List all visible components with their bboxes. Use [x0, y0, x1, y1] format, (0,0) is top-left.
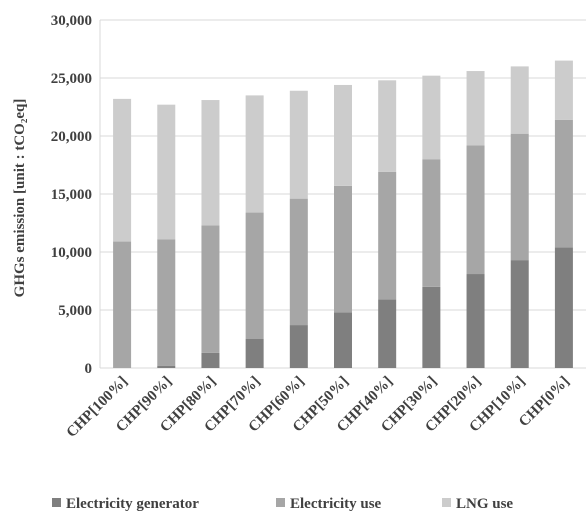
- bar-segment-lng-use: [422, 75, 441, 160]
- bar-segment-electricity-use: [554, 119, 573, 248]
- bar-segment-lng-use: [289, 90, 308, 199]
- bar-segment-lng-use: [201, 100, 220, 226]
- bar-segment-electricity-generator: [245, 339, 264, 368]
- legend-swatch: [52, 498, 61, 507]
- legend-label: LNG use: [456, 496, 513, 512]
- legend-item: Electricity use: [276, 496, 382, 512]
- y-tick-label: 15,000: [51, 187, 92, 203]
- y-axis-label: GHGs emission [unit : tCO₂eq]: [12, 99, 28, 298]
- bar-segment-electricity-generator: [334, 312, 352, 368]
- bar-segment-electricity-generator: [466, 274, 485, 368]
- bar-segment-electricity-use: [510, 133, 529, 261]
- bar-segment-electricity-use: [157, 239, 176, 366]
- bar-segment-lng-use: [334, 84, 352, 186]
- bar-segment-electricity-generator: [201, 352, 220, 368]
- bar-segment-lng-use: [554, 60, 573, 120]
- legend-item: Electricity generator: [52, 496, 199, 512]
- y-tick-label: 5,000: [58, 303, 92, 319]
- bar-segment-electricity-generator: [157, 365, 176, 368]
- bar-segment-lng-use: [113, 98, 132, 242]
- bar-segment-electricity-use: [245, 212, 264, 339]
- bar-segment-electricity-use: [201, 225, 220, 353]
- bar-segment-electricity-use: [466, 145, 485, 275]
- bar-segment-lng-use: [245, 95, 264, 213]
- y-tick-label: 0: [85, 361, 93, 377]
- bar-segment-electricity-use: [113, 241, 132, 368]
- bars: [113, 60, 573, 368]
- bar-segment-electricity-use: [378, 171, 397, 300]
- legend-item: LNG use: [442, 496, 513, 512]
- y-tick-label: 10,000: [51, 245, 92, 261]
- bar-segment-lng-use: [466, 71, 485, 146]
- y-tick-label: 25,000: [51, 71, 92, 87]
- bar-segment-electricity-generator: [378, 299, 397, 368]
- bar-segment-electricity-use: [422, 159, 441, 287]
- legend-swatch: [442, 498, 451, 507]
- bar-segment-lng-use: [510, 66, 529, 134]
- legend-label: Electricity generator: [66, 496, 199, 512]
- bar-segment-electricity-generator: [554, 247, 573, 368]
- bar-segment-lng-use: [378, 80, 397, 172]
- bar-segment-electricity-generator: [510, 260, 529, 368]
- bar-segment-electricity-generator: [289, 325, 308, 368]
- legend: Electricity generator Electricity use LNG …: [52, 496, 513, 512]
- bar-segment-lng-use: [157, 104, 176, 240]
- y-tick-label: 30,000: [51, 13, 92, 29]
- bar-segment-electricity-use: [334, 185, 352, 313]
- y-tick-label: 20,000: [51, 129, 92, 145]
- bar-segment-electricity-generator: [422, 286, 441, 368]
- legend-label: Electricity use: [290, 496, 382, 512]
- legend-swatch: [276, 498, 285, 507]
- bar-segment-electricity-use: [289, 198, 308, 326]
